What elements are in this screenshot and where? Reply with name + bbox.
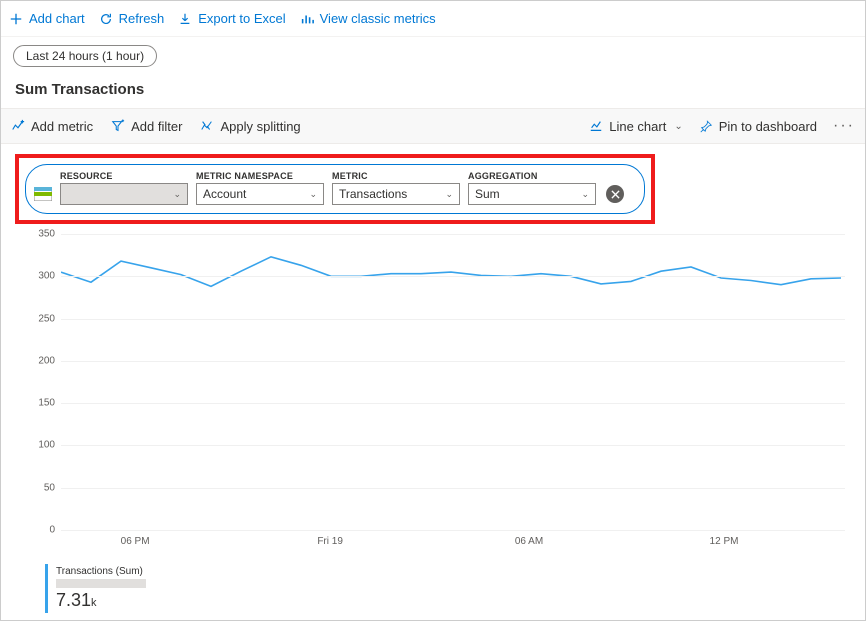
apply-splitting-label: Apply splitting — [220, 119, 300, 134]
apply-splitting-button[interactable]: Apply splitting — [200, 119, 300, 134]
gridline — [61, 530, 845, 531]
metric-selector: METRIC Transactions ⌄ — [332, 171, 460, 205]
add-metric-button[interactable]: Add metric — [11, 119, 93, 134]
y-axis-tick: 200 — [38, 355, 55, 366]
aggregation-selector-label: AGGREGATION — [468, 171, 596, 181]
x-axis-tick: 06 PM — [121, 536, 150, 547]
y-axis-tick: 350 — [38, 229, 55, 240]
legend-redacted-bar — [56, 579, 146, 588]
metric-selector-pill: RESOURCE ⌄ METRIC NAMESPACE Account ⌄ ME… — [25, 164, 645, 214]
view-classic-button[interactable]: View classic metrics — [300, 11, 436, 26]
metrics-panel: Add chart Refresh Export to Excel View c… — [0, 0, 866, 621]
add-chart-button[interactable]: Add chart — [9, 11, 85, 26]
x-axis-tick: Fri 19 — [317, 536, 343, 547]
chart-type-dropdown[interactable]: Line chart ⌄ — [589, 119, 682, 134]
gridline — [61, 488, 845, 489]
gridline — [61, 445, 845, 446]
line-plus-icon — [11, 119, 25, 133]
y-axis-tick: 150 — [38, 398, 55, 409]
top-toolbar: Add chart Refresh Export to Excel View c… — [1, 1, 865, 37]
aggregation-dropdown[interactable]: Sum ⌄ — [468, 183, 596, 205]
x-axis-tick: 12 PM — [710, 536, 739, 547]
chart-area: 05010015020025030035006 PMFri 1906 AM12 … — [21, 234, 845, 552]
download-icon — [178, 12, 192, 26]
legend-value: 7.31k — [56, 590, 205, 611]
pin-icon — [699, 119, 713, 133]
chevron-down-icon: ⌄ — [173, 189, 181, 200]
metric-value: Transactions — [339, 187, 407, 201]
remove-metric-button[interactable] — [606, 185, 624, 203]
line-chart — [61, 234, 841, 530]
y-axis-tick: 50 — [44, 482, 55, 493]
legend-value-unit: k — [91, 597, 97, 609]
split-icon — [200, 119, 214, 133]
close-icon — [611, 190, 620, 199]
gridline — [61, 276, 845, 277]
chart-type-label: Line chart — [609, 119, 666, 134]
add-filter-button[interactable]: Add filter — [111, 119, 182, 134]
timerange-pill[interactable]: Last 24 hours (1 hour) — [13, 45, 157, 67]
refresh-button[interactable]: Refresh — [99, 11, 165, 26]
resource-selector: RESOURCE ⌄ — [60, 171, 188, 205]
y-axis-tick: 300 — [38, 271, 55, 282]
series-line — [61, 257, 841, 287]
plus-icon — [9, 12, 23, 26]
refresh-icon — [99, 12, 113, 26]
resource-dropdown[interactable]: ⌄ — [60, 183, 188, 205]
chevron-down-icon: ⌄ — [309, 189, 317, 200]
filter-plus-icon — [111, 119, 125, 133]
resource-selector-label: RESOURCE — [60, 171, 188, 181]
aggregation-selector: AGGREGATION Sum ⌄ — [468, 171, 596, 205]
gridline — [61, 234, 845, 235]
resource-icon — [34, 187, 52, 201]
legend-value-number: 7.31 — [56, 590, 91, 610]
timerange-label: Last 24 hours (1 hour) — [26, 49, 144, 63]
gridline — [61, 319, 845, 320]
gridline — [61, 403, 845, 404]
chevron-down-icon: ⌄ — [445, 189, 453, 200]
legend-card: Transactions (Sum) 7.31k — [45, 564, 205, 613]
y-axis-tick: 100 — [38, 440, 55, 451]
namespace-value: Account — [203, 187, 246, 201]
refresh-label: Refresh — [119, 11, 165, 26]
y-axis-tick: 250 — [38, 313, 55, 324]
timerange-row: Last 24 hours (1 hour) — [1, 37, 865, 75]
export-label: Export to Excel — [198, 11, 285, 26]
add-chart-label: Add chart — [29, 11, 85, 26]
more-options-button[interactable]: ··· — [833, 117, 855, 135]
bar-chart-icon — [300, 12, 314, 26]
metric-selector-label: METRIC — [332, 171, 460, 181]
pin-dashboard-button[interactable]: Pin to dashboard — [699, 119, 817, 134]
line-chart-icon — [589, 119, 603, 133]
pin-label: Pin to dashboard — [719, 119, 817, 134]
legend-title: Transactions (Sum) — [56, 566, 205, 577]
namespace-dropdown[interactable]: Account ⌄ — [196, 183, 324, 205]
secondary-toolbar: Add metric Add filter Apply splitting Li… — [1, 108, 865, 144]
chevron-down-icon: ⌄ — [674, 121, 682, 132]
y-axis-tick: 0 — [49, 525, 55, 536]
chart-title: Sum Transactions — [1, 75, 865, 108]
export-excel-button[interactable]: Export to Excel — [178, 11, 285, 26]
add-metric-label: Add metric — [31, 119, 93, 134]
view-classic-label: View classic metrics — [320, 11, 436, 26]
namespace-selector-label: METRIC NAMESPACE — [196, 171, 324, 181]
highlight-box: RESOURCE ⌄ METRIC NAMESPACE Account ⌄ ME… — [15, 154, 655, 224]
aggregation-value: Sum — [475, 187, 500, 201]
gridline — [61, 361, 845, 362]
x-axis-tick: 06 AM — [515, 536, 543, 547]
namespace-selector: METRIC NAMESPACE Account ⌄ — [196, 171, 324, 205]
chevron-down-icon: ⌄ — [581, 189, 589, 200]
metric-dropdown[interactable]: Transactions ⌄ — [332, 183, 460, 205]
add-filter-label: Add filter — [131, 119, 182, 134]
